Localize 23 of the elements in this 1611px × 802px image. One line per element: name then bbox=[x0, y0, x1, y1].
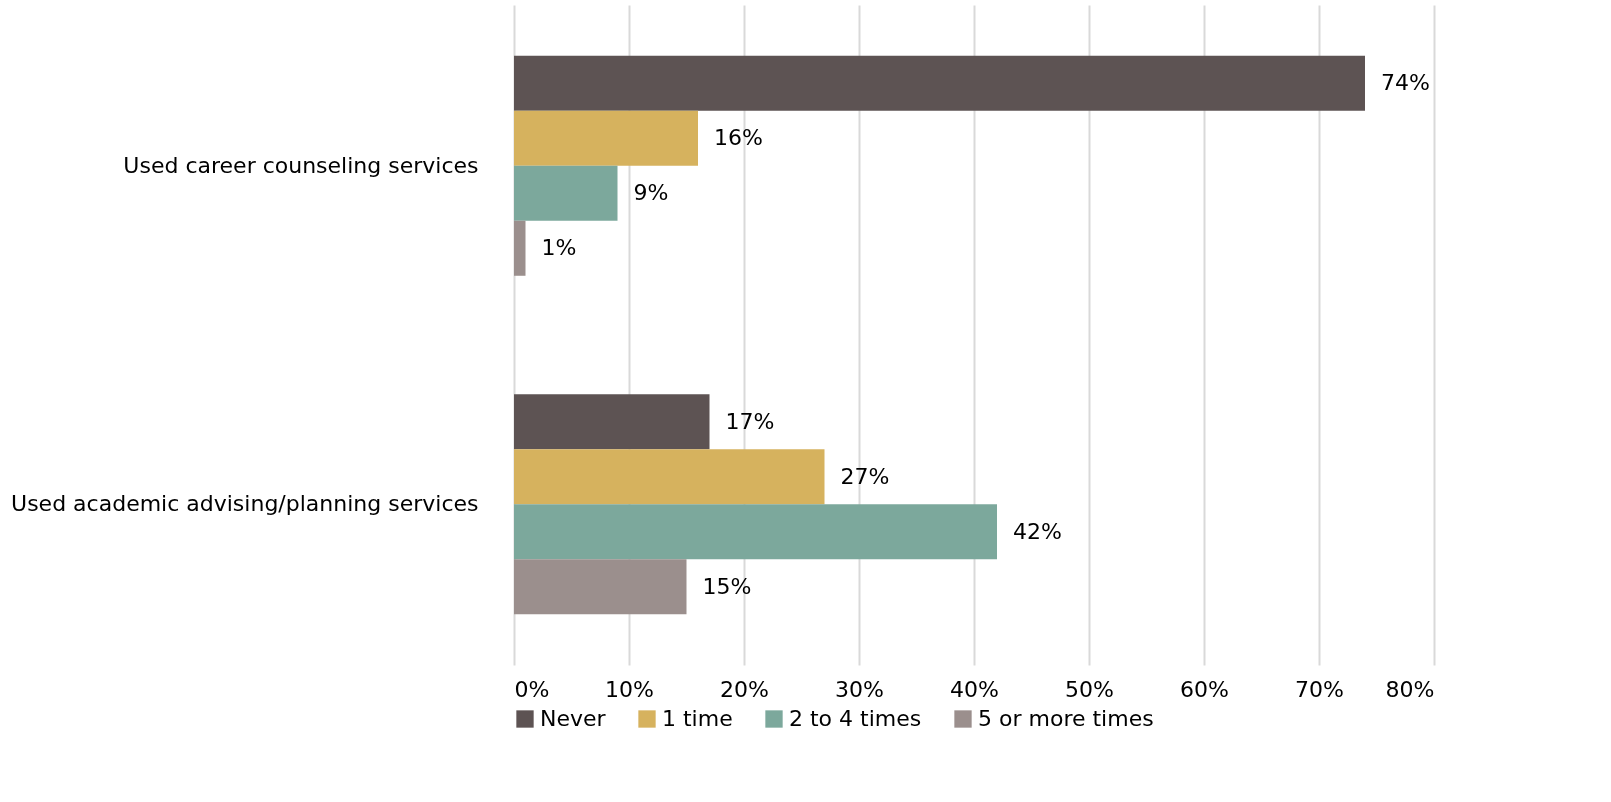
legend-label: 2 to 4 times bbox=[789, 706, 922, 731]
x-tick-label: 10% bbox=[605, 676, 654, 702]
data-label: 17% bbox=[725, 408, 775, 434]
y-tick-label: Used academic advising/planning services bbox=[11, 491, 479, 517]
data-label: 15% bbox=[702, 573, 752, 599]
data-label: 9% bbox=[633, 180, 669, 206]
x-tick-label: 0% bbox=[514, 676, 550, 702]
x-tick-label: 80% bbox=[1385, 676, 1435, 702]
x-tick-label: 30% bbox=[835, 676, 884, 702]
x-tick-label: 60% bbox=[1180, 676, 1229, 702]
x-tick-label: 20% bbox=[720, 676, 769, 702]
data-label: 27% bbox=[840, 463, 890, 489]
data-label: 74% bbox=[1381, 70, 1430, 96]
x-tick-label: 70% bbox=[1295, 676, 1344, 702]
data-label: 42% bbox=[1013, 518, 1062, 544]
legend-label: Never bbox=[540, 706, 607, 731]
y-tick-label: Used career counseling services bbox=[123, 152, 479, 178]
legend-label: 5 or more times bbox=[978, 706, 1154, 731]
x-tick-label: 50% bbox=[1065, 676, 1114, 702]
data-label: 16% bbox=[714, 125, 763, 151]
legend-label: 1 time bbox=[662, 706, 733, 731]
data-label: 1% bbox=[541, 235, 577, 261]
x-tick-label: 40% bbox=[950, 676, 999, 702]
